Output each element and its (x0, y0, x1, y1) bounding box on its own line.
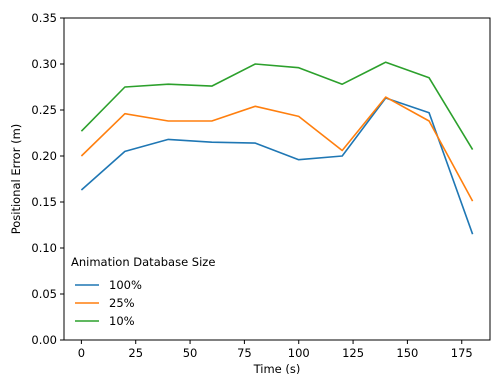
legend-label-1: 25% (109, 296, 135, 310)
y-tick-label: 0.25 (31, 103, 57, 117)
x-tick-label: 50 (183, 346, 198, 360)
y-tick-label: 0.10 (31, 241, 57, 255)
y-tick-label: 0.20 (31, 149, 57, 163)
y-tick-label: 0.15 (31, 195, 57, 209)
y-axis-label: Positional Error (m) (9, 124, 23, 235)
x-tick-label: 75 (237, 346, 252, 360)
y-tick-label: 0.30 (31, 57, 57, 71)
legend-title: Animation Database Size (71, 255, 215, 269)
x-axis: 0 25 50 75 100 125 150 175 (78, 340, 473, 360)
series-line-2 (80, 61, 474, 151)
series-line-0 (80, 97, 474, 235)
y-axis: 0.00 0.05 0.10 0.15 0.20 0.25 0.30 0.35 (31, 11, 64, 347)
legend-label-0: 100% (109, 278, 142, 292)
series-layer (80, 61, 474, 235)
y-tick-label: 0.35 (31, 11, 57, 25)
x-tick-label: 175 (451, 346, 473, 360)
plot-frame (63, 17, 491, 341)
x-tick-label: 150 (396, 346, 418, 360)
legend-label-2: 10% (109, 314, 135, 328)
x-tick-label: 25 (128, 346, 143, 360)
y-tick-label: 0.00 (31, 333, 57, 347)
x-tick-label: 0 (78, 346, 85, 360)
legend: Animation Database Size 100% 25% 10% (71, 255, 215, 328)
x-axis-label: Time (s) (253, 362, 301, 374)
x-tick-label: 125 (342, 346, 364, 360)
x-tick-label: 100 (288, 346, 310, 360)
series-line-1 (80, 96, 474, 202)
y-tick-label: 0.05 (31, 287, 57, 301)
